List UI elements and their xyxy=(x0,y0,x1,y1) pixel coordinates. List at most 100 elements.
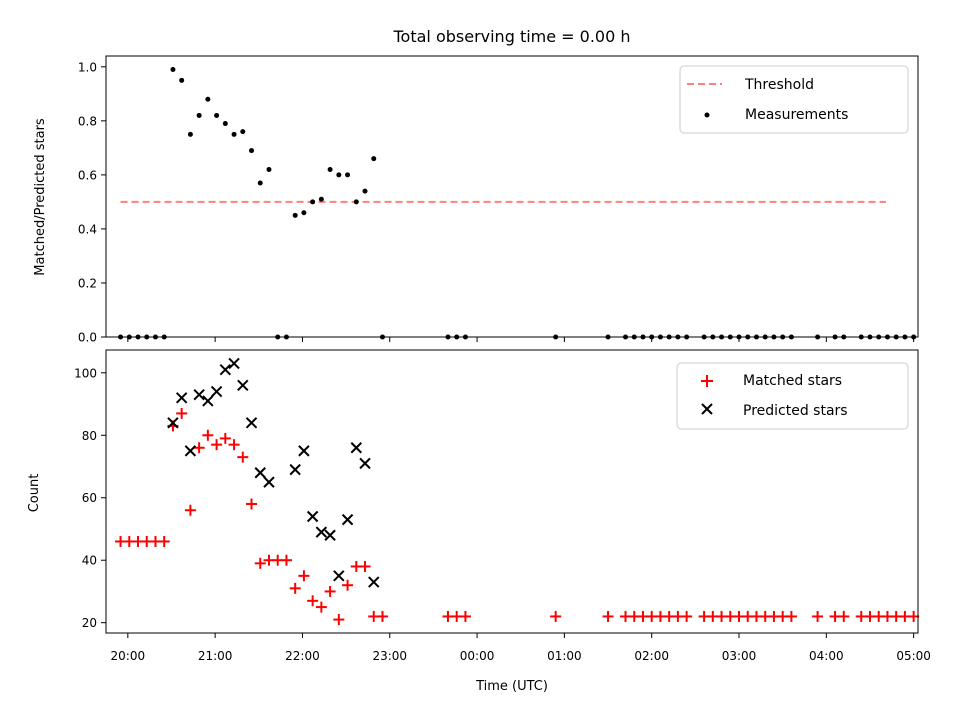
predicted-star-point xyxy=(350,442,363,454)
matched-star-point xyxy=(211,439,223,451)
predicted-star-point xyxy=(228,357,240,370)
bottom-y-tick-label: 20 xyxy=(82,616,97,630)
matched-star-point xyxy=(324,585,336,597)
matched-star-point xyxy=(158,535,170,547)
matched-star-point xyxy=(280,554,292,566)
x-tick-label: 23:00 xyxy=(372,649,407,663)
x-tick-label: 00:00 xyxy=(460,649,495,663)
legend-measurements-label: Measurements xyxy=(745,107,848,123)
predicted-star-point xyxy=(219,363,232,376)
chart-title: Total observing time = 0.00 h xyxy=(392,27,630,46)
matched-star-point xyxy=(219,432,231,444)
legend-matched-swatch xyxy=(701,375,713,387)
matched-star-point xyxy=(184,504,196,516)
x-axis-label: Time (UTC) xyxy=(475,679,548,694)
x-tick-label: 01:00 xyxy=(547,649,582,663)
matched-star-point xyxy=(237,451,249,463)
matched-star-point xyxy=(298,570,310,582)
top-y-tick-label: 0.6 xyxy=(78,168,97,182)
predicted-star-point xyxy=(289,463,301,476)
matched-star-point xyxy=(333,614,345,626)
legend-predicted-swatch xyxy=(701,403,713,415)
top-panel: 0.0 0.2 0.4 0.6 0.8 1.0 Matched/Predicted sta… xyxy=(33,55,919,345)
predicted-star-point xyxy=(184,445,197,457)
matched-star-point xyxy=(307,595,319,607)
matched-star-point xyxy=(838,610,850,622)
legend-matched-label: Matched stars xyxy=(743,373,842,389)
matched-star-point xyxy=(681,610,693,622)
measurement-point xyxy=(196,112,202,118)
top-x-ticks xyxy=(127,337,915,342)
matched-star-point xyxy=(908,610,920,622)
bottom-y-tick-label: 60 xyxy=(82,491,97,505)
measurement-point xyxy=(345,172,351,178)
measurement-point xyxy=(371,156,377,162)
x-tick-label: 20:00 xyxy=(111,649,146,663)
predicted-star-point xyxy=(210,385,223,398)
measurement-point xyxy=(187,131,193,137)
top-y-tick-label: 1.0 xyxy=(78,60,97,74)
measurement-point xyxy=(205,96,211,102)
top-legend-box xyxy=(679,65,909,134)
measurement-point xyxy=(327,166,333,172)
measurement-point xyxy=(318,196,324,202)
predicted-star-point xyxy=(245,417,258,429)
matched-star-point xyxy=(246,498,258,510)
predicted-star-point xyxy=(202,395,214,407)
measurement-point xyxy=(231,131,237,137)
top-axes-frame xyxy=(105,55,919,338)
x-tick-label: 03:00 xyxy=(722,649,757,663)
predicted-star-point xyxy=(175,392,188,404)
matched-star-point xyxy=(193,442,205,454)
matched-star-point xyxy=(359,560,371,572)
measurement-point xyxy=(310,199,316,205)
measurement-point xyxy=(214,112,220,118)
bottom-legend: Matched stars Predicted stars xyxy=(676,362,909,430)
measurement-point xyxy=(336,172,342,178)
measurement-point xyxy=(179,77,185,83)
top-y-ticks: 0.0 0.2 0.4 0.6 0.8 1.0 xyxy=(78,60,106,345)
matched-star-point xyxy=(176,407,188,419)
measurement-point xyxy=(222,121,228,127)
bottom-y-ticks: 20 40 60 80 100 xyxy=(74,366,106,630)
predicted-star-point xyxy=(237,379,249,392)
measurement-point xyxy=(353,199,359,205)
x-tick-label: 02:00 xyxy=(634,649,669,663)
legend-predicted-label: Predicted stars xyxy=(743,403,848,419)
measurement-point xyxy=(249,148,255,154)
matched-star-point xyxy=(315,601,327,613)
predicted-star-point xyxy=(254,467,266,479)
top-y-tick-label: 0.2 xyxy=(78,276,97,290)
top-y-axis-label: Matched/Predicted stars xyxy=(33,118,48,276)
matched-star-point xyxy=(550,610,562,622)
matched-star-point xyxy=(602,610,614,622)
matched-star-point xyxy=(228,439,240,451)
predicted-star-point xyxy=(167,417,179,429)
measurement-point xyxy=(170,67,176,73)
measurement-point xyxy=(257,180,263,186)
matched-star-point xyxy=(342,579,354,591)
x-tick-label: 21:00 xyxy=(198,649,233,663)
x-tick-label: 05:00 xyxy=(896,649,931,663)
top-legend: Threshold Measurements xyxy=(679,65,909,134)
matched-star-point xyxy=(459,610,471,622)
predicted-star-point xyxy=(341,513,354,526)
legend-measurements-swatch xyxy=(704,112,710,118)
predicted-star-point xyxy=(306,510,319,523)
matched-star-point xyxy=(785,610,797,622)
top-y-tick-label: 0.0 xyxy=(78,331,97,345)
x-tick-label: 04:00 xyxy=(809,649,844,663)
bottom-panel: 20 40 60 80 100 20:00 21:00 22:00 23:00 00:00 01:… xyxy=(27,349,931,694)
x-tick-label: 22:00 xyxy=(285,649,320,663)
top-marks xyxy=(118,67,917,340)
top-y-tick-label: 0.4 xyxy=(78,222,97,236)
predicted-star-point xyxy=(359,457,371,470)
bottom-x-ticks: 20:00 21:00 22:00 23:00 00:00 01:00 02:00 03:00… xyxy=(111,633,931,663)
matched-star-point xyxy=(289,582,301,594)
bottom-marks xyxy=(115,357,920,626)
bottom-axes-frame xyxy=(105,349,919,634)
bottom-y-tick-label: 100 xyxy=(74,366,97,380)
predicted-star-point xyxy=(298,445,310,457)
measurement-point xyxy=(301,210,307,216)
